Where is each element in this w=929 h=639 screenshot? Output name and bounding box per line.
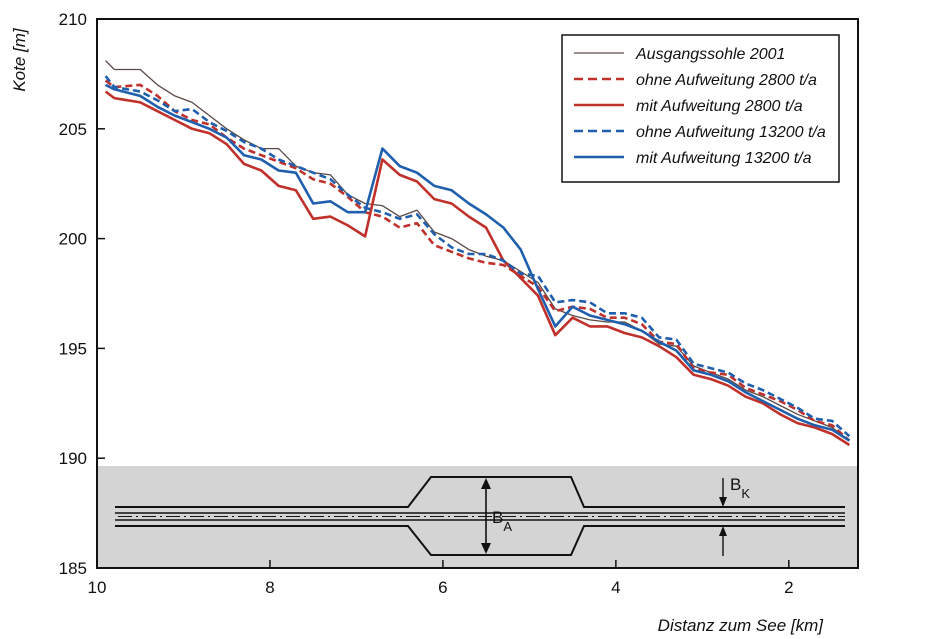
legend-label: ohne Aufweitung 2800 t/a (636, 72, 817, 89)
legend-label: ohne Aufweitung 13200 t/a (636, 124, 826, 141)
legend-label: mit Aufweitung 2800 t/a (636, 98, 803, 115)
y-axis: 185 190 195 200 205 210 (59, 10, 105, 578)
legend: Ausgangssohle 2001 ohne Aufweitung 2800 t… (561, 34, 840, 183)
x-tick-label: 10 (88, 578, 107, 597)
x-axis: 10 8 6 4 2 (88, 560, 794, 597)
channel-bottom-outer (115, 525, 845, 556)
series-line-3 (104, 90, 851, 447)
plot-frame (96, 18, 859, 569)
x-tick-label: 6 (438, 578, 447, 597)
legend-label: mit Aufweitung 13200 t/a (636, 150, 812, 167)
arrowhead-channel-bottom (719, 526, 727, 536)
y-tick-label: 190 (59, 449, 87, 468)
legend-label: Ausgangssohle 2001 (635, 46, 785, 63)
x-tick-label: 4 (611, 578, 620, 597)
series-line-1 (105, 60, 850, 442)
y-axis-label: Kote [m] (10, 27, 29, 92)
y-tick-label: 200 (59, 230, 87, 249)
y-tick-label: 195 (59, 339, 87, 358)
series-layer (104, 60, 851, 447)
y-tick-label: 205 (59, 120, 87, 139)
width-label-wide: BA (492, 508, 512, 534)
channel-diagram: BA BK (115, 475, 845, 556)
series-line-2 (104, 79, 851, 442)
arrowhead-channel-top (719, 497, 727, 507)
width-label-channel: BK (730, 475, 750, 501)
x-tick-label: 2 (784, 578, 793, 597)
x-tick-label: 8 (265, 578, 274, 597)
arrowhead-down (481, 543, 491, 554)
x-axis-label: Distanz zum See [km] (658, 616, 825, 635)
series-line-5 (105, 83, 851, 442)
arrowhead-up (481, 478, 491, 489)
y-tick-label: 185 (59, 559, 87, 578)
channel-top-outer (115, 476, 845, 508)
y-tick-label: 210 (59, 10, 87, 29)
